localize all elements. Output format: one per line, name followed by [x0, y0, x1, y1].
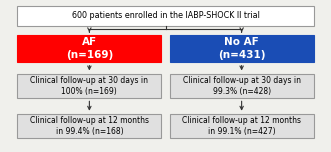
FancyBboxPatch shape: [169, 35, 314, 62]
FancyBboxPatch shape: [17, 6, 314, 26]
Text: No AF
(n=431): No AF (n=431): [218, 37, 265, 60]
Text: Clinical follow-up at 30 days in
99.3% (n=428): Clinical follow-up at 30 days in 99.3% (…: [183, 76, 301, 96]
FancyBboxPatch shape: [18, 35, 162, 62]
FancyBboxPatch shape: [169, 74, 314, 98]
FancyBboxPatch shape: [18, 74, 162, 98]
Text: Clinical follow-up at 30 days in
100% (n=169): Clinical follow-up at 30 days in 100% (n…: [30, 76, 148, 96]
Text: Clinical follow-up at 12 months
in 99.1% (n=427): Clinical follow-up at 12 months in 99.1%…: [182, 116, 301, 136]
Text: AF
(n=169): AF (n=169): [66, 37, 113, 60]
FancyBboxPatch shape: [18, 114, 162, 138]
Text: Clinical follow-up at 12 months
in 99.4% (n=168): Clinical follow-up at 12 months in 99.4%…: [30, 116, 149, 136]
FancyBboxPatch shape: [169, 114, 314, 138]
Text: 600 patients enrolled in the IABP-SHOCK II trial: 600 patients enrolled in the IABP-SHOCK …: [71, 11, 260, 21]
